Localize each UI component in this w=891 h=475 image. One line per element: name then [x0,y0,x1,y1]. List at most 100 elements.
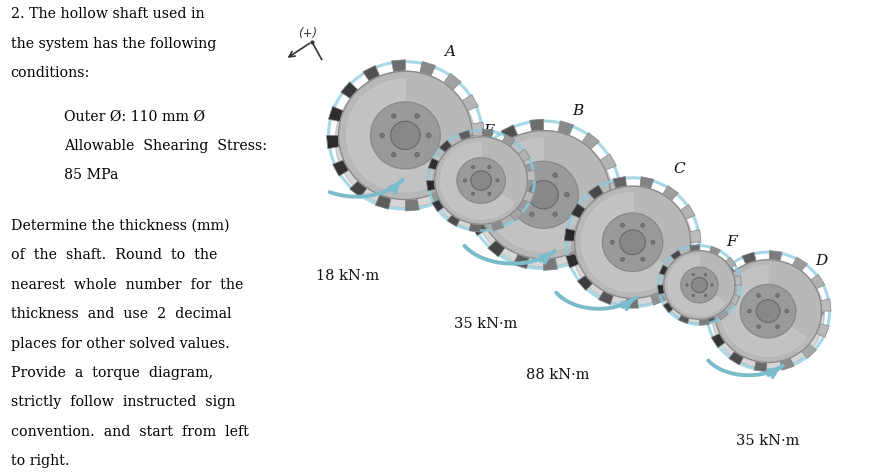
Polygon shape [681,267,718,303]
Text: B: B [572,104,583,118]
Polygon shape [734,276,741,285]
Polygon shape [663,302,674,313]
Text: Provide  a  torque  diagram,: Provide a torque diagram, [11,366,213,380]
Text: conditions:: conditions: [11,66,90,80]
Text: 35 kN·m: 35 kN·m [454,317,518,331]
Polygon shape [769,251,782,261]
Polygon shape [349,180,367,198]
Polygon shape [447,215,460,227]
Polygon shape [650,291,666,305]
Polygon shape [432,138,530,230]
Polygon shape [478,141,496,158]
Polygon shape [792,257,807,271]
Polygon shape [440,142,514,219]
Ellipse shape [785,309,789,313]
Polygon shape [625,298,638,308]
Polygon shape [816,323,830,337]
Polygon shape [467,149,482,164]
Text: Outer Ø: 110 mm Ø: Outer Ø: 110 mm Ø [64,110,205,124]
Polygon shape [740,285,796,338]
Ellipse shape [518,192,522,197]
Polygon shape [571,203,585,218]
Polygon shape [754,361,767,371]
Text: convention.  and  start  from  left: convention. and start from left [11,425,249,439]
Polygon shape [469,223,480,232]
Ellipse shape [692,274,694,276]
Polygon shape [420,61,436,76]
Polygon shape [558,121,574,135]
FancyBboxPatch shape [478,174,499,188]
Ellipse shape [610,240,615,244]
Ellipse shape [565,192,569,197]
Polygon shape [453,172,470,189]
Polygon shape [335,73,476,208]
Polygon shape [435,137,527,224]
Ellipse shape [471,166,475,169]
Polygon shape [712,261,824,369]
Ellipse shape [380,133,384,138]
Ellipse shape [620,257,625,261]
Polygon shape [332,160,349,176]
Ellipse shape [415,152,420,157]
Polygon shape [363,66,380,81]
Polygon shape [564,228,576,241]
Polygon shape [477,131,610,259]
Ellipse shape [641,223,645,227]
Polygon shape [523,191,535,203]
Text: 88 kN·m: 88 kN·m [526,368,590,382]
Ellipse shape [495,179,499,182]
Polygon shape [492,220,503,231]
Ellipse shape [711,284,713,286]
Text: Allowable  Shearing  Stress:: Allowable Shearing Stress: [64,139,267,153]
Polygon shape [756,300,780,323]
Polygon shape [462,95,478,111]
Polygon shape [371,102,440,169]
Polygon shape [391,121,421,150]
Ellipse shape [756,294,761,297]
Polygon shape [375,195,391,209]
Ellipse shape [756,325,761,329]
Polygon shape [715,260,822,362]
Ellipse shape [705,274,707,276]
Polygon shape [347,79,453,192]
Polygon shape [811,275,825,289]
Polygon shape [339,71,472,200]
Ellipse shape [487,192,491,195]
Polygon shape [709,247,721,256]
Ellipse shape [705,294,707,296]
Polygon shape [480,179,709,288]
Polygon shape [503,134,515,146]
Ellipse shape [529,173,535,178]
Polygon shape [329,106,344,122]
Polygon shape [742,252,756,265]
Polygon shape [602,213,663,271]
Text: F: F [726,235,737,249]
Polygon shape [599,291,614,304]
Polygon shape [529,180,558,209]
Text: (+): (+) [298,27,317,40]
Polygon shape [591,231,609,248]
Ellipse shape [552,173,558,178]
Polygon shape [685,255,699,269]
Polygon shape [527,170,535,180]
Text: of  the  shaft.  Round  to  the: of the shaft. Round to the [11,248,217,262]
Polygon shape [513,254,529,269]
Polygon shape [620,230,645,255]
Text: 35 kN·m: 35 kN·m [736,434,800,448]
Polygon shape [678,314,690,323]
Polygon shape [691,277,707,293]
Polygon shape [501,125,518,141]
Polygon shape [432,200,445,212]
Text: Determine the thickness (mm): Determine the thickness (mm) [11,219,229,233]
Polygon shape [510,209,523,221]
Polygon shape [671,276,687,291]
Text: strictly  follow  instructed  sign: strictly follow instructed sign [11,396,235,409]
Polygon shape [671,250,682,260]
Text: D: D [815,254,828,268]
Polygon shape [572,188,693,305]
Polygon shape [457,158,505,203]
Polygon shape [487,240,505,257]
Polygon shape [465,195,478,208]
Ellipse shape [775,294,780,297]
Polygon shape [780,358,794,370]
